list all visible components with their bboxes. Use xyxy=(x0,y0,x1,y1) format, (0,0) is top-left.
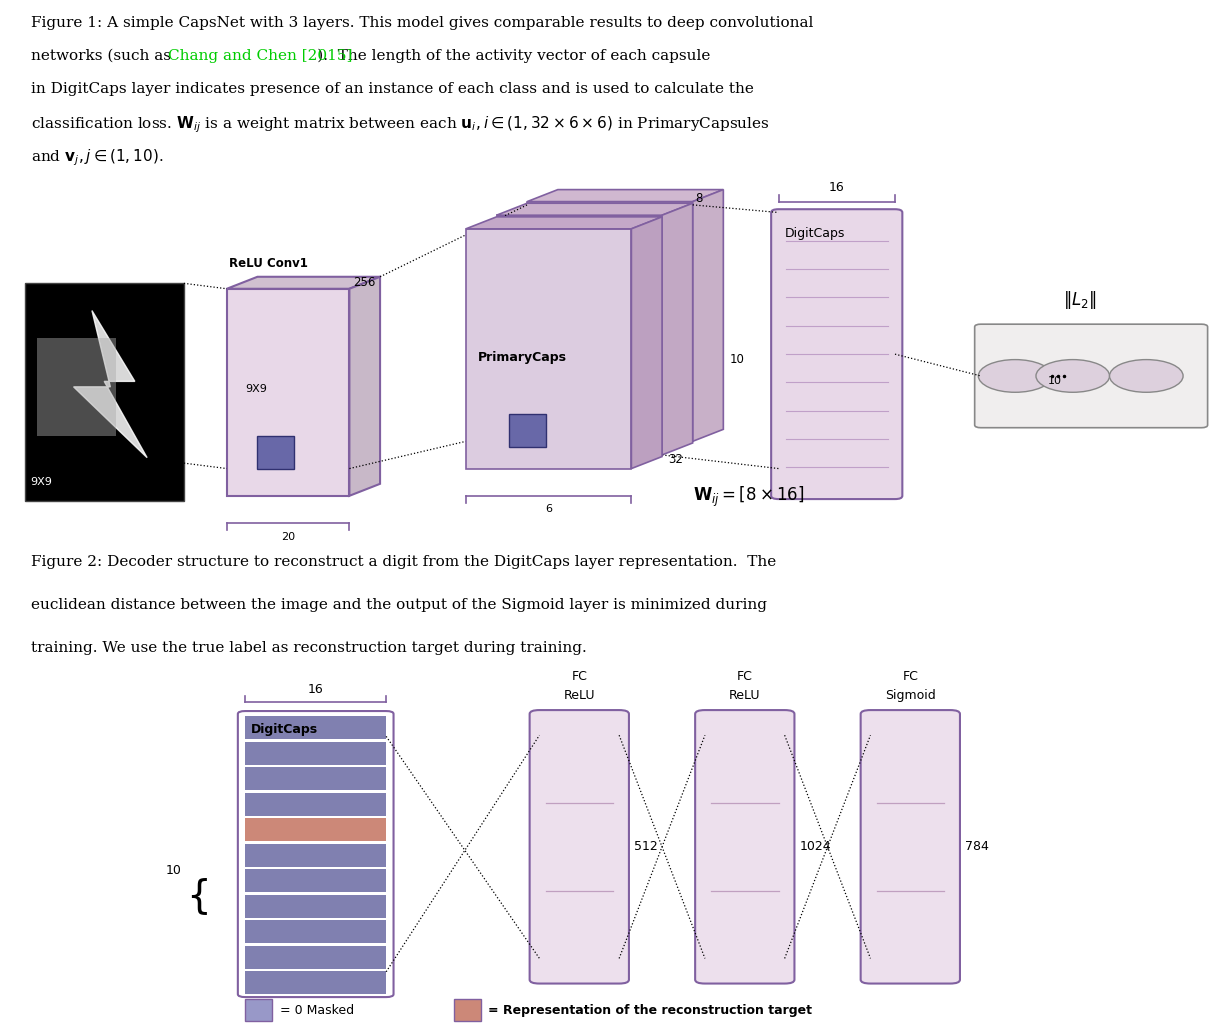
Text: 10: 10 xyxy=(166,864,181,877)
Text: Figure 1: A simple CapsNet with 3 layers. This model gives comparable results to: Figure 1: A simple CapsNet with 3 layers… xyxy=(31,16,813,31)
Polygon shape xyxy=(74,310,147,457)
Text: FC: FC xyxy=(902,669,918,683)
Text: 784: 784 xyxy=(965,840,988,853)
Polygon shape xyxy=(497,204,693,215)
Text: 8: 8 xyxy=(695,192,702,206)
Text: 9X9: 9X9 xyxy=(31,477,53,487)
Text: 20: 20 xyxy=(281,531,295,542)
Text: 10: 10 xyxy=(729,353,744,366)
Polygon shape xyxy=(227,289,349,495)
Polygon shape xyxy=(509,414,546,447)
Polygon shape xyxy=(662,204,693,455)
Text: FC: FC xyxy=(737,669,753,683)
Polygon shape xyxy=(245,894,386,918)
Polygon shape xyxy=(245,946,386,968)
Text: 10: 10 xyxy=(1048,376,1062,387)
Text: in DigitCaps layer indicates presence of an instance of each class and is used t: in DigitCaps layer indicates presence of… xyxy=(31,82,754,96)
Polygon shape xyxy=(245,742,386,765)
Text: {: { xyxy=(186,877,211,915)
FancyBboxPatch shape xyxy=(530,710,629,984)
Polygon shape xyxy=(245,818,386,841)
Text: ReLU Conv1: ReLU Conv1 xyxy=(229,257,308,270)
Text: 6: 6 xyxy=(546,505,552,514)
Polygon shape xyxy=(257,436,294,469)
Text: euclidean distance between the image and the output of the Sigmoid layer is mini: euclidean distance between the image and… xyxy=(31,598,766,612)
Text: Sigmoid: Sigmoid xyxy=(885,689,935,702)
Text: ReLU: ReLU xyxy=(564,689,595,702)
FancyBboxPatch shape xyxy=(771,210,902,499)
Polygon shape xyxy=(245,768,386,791)
Text: = Representation of the reconstruction target: = Representation of the reconstruction t… xyxy=(488,1003,812,1017)
Polygon shape xyxy=(245,999,272,1021)
Text: 512: 512 xyxy=(634,840,657,853)
Polygon shape xyxy=(527,189,723,201)
Polygon shape xyxy=(466,217,662,229)
Text: and $\mathbf{v}_j, j \in (1, 10)$.: and $\mathbf{v}_j, j \in (1, 10)$. xyxy=(31,147,163,168)
Polygon shape xyxy=(245,870,386,892)
Text: Figure 2: Decoder structure to reconstruct a digit from the DigitCaps layer repr: Figure 2: Decoder structure to reconstru… xyxy=(31,554,776,568)
Text: classification loss. $\mathbf{W}_{ij}$ is a weight matrix between each $\mathbf{: classification loss. $\mathbf{W}_{ij}$ i… xyxy=(31,114,770,135)
Circle shape xyxy=(978,360,1052,393)
Text: $\mathbf{W}_{ij} = [8 \times 16]$: $\mathbf{W}_{ij} = [8 \times 16]$ xyxy=(693,485,804,509)
Text: FC: FC xyxy=(571,669,587,683)
Text: 256: 256 xyxy=(353,277,375,289)
Polygon shape xyxy=(631,217,662,469)
Text: PrimaryCaps: PrimaryCaps xyxy=(478,351,568,364)
Text: training. We use the true label as reconstruction target during training.: training. We use the true label as recon… xyxy=(31,641,586,656)
FancyBboxPatch shape xyxy=(975,324,1208,428)
FancyBboxPatch shape xyxy=(861,710,960,984)
Polygon shape xyxy=(466,229,631,469)
Text: networks (such as                              ).  The length of the activity ve: networks (such as ). The length of the a… xyxy=(31,49,710,64)
Circle shape xyxy=(1110,360,1183,393)
Text: 9X9: 9X9 xyxy=(245,384,267,395)
Polygon shape xyxy=(245,971,386,994)
Polygon shape xyxy=(693,189,723,441)
Polygon shape xyxy=(527,201,693,441)
Text: 16: 16 xyxy=(308,684,324,696)
Text: 1024: 1024 xyxy=(799,840,831,853)
Text: Chang and Chen [2015]: Chang and Chen [2015] xyxy=(168,49,352,63)
Text: $\|L_2\|$: $\|L_2\|$ xyxy=(1063,289,1097,311)
Polygon shape xyxy=(37,338,116,436)
Text: DigitCaps: DigitCaps xyxy=(251,724,319,736)
Circle shape xyxy=(1036,360,1110,393)
Polygon shape xyxy=(497,215,662,455)
Polygon shape xyxy=(349,277,380,495)
Polygon shape xyxy=(25,284,184,502)
Text: DigitCaps: DigitCaps xyxy=(785,227,845,240)
FancyBboxPatch shape xyxy=(695,710,794,984)
Text: 32: 32 xyxy=(668,453,683,466)
Polygon shape xyxy=(245,793,386,816)
Text: ReLU: ReLU xyxy=(729,689,760,702)
Polygon shape xyxy=(245,920,386,944)
Polygon shape xyxy=(454,999,481,1021)
Text: = 0 Masked: = 0 Masked xyxy=(280,1003,353,1017)
Polygon shape xyxy=(245,717,386,739)
Polygon shape xyxy=(245,844,386,867)
Polygon shape xyxy=(227,277,380,289)
Text: 16: 16 xyxy=(829,182,845,194)
